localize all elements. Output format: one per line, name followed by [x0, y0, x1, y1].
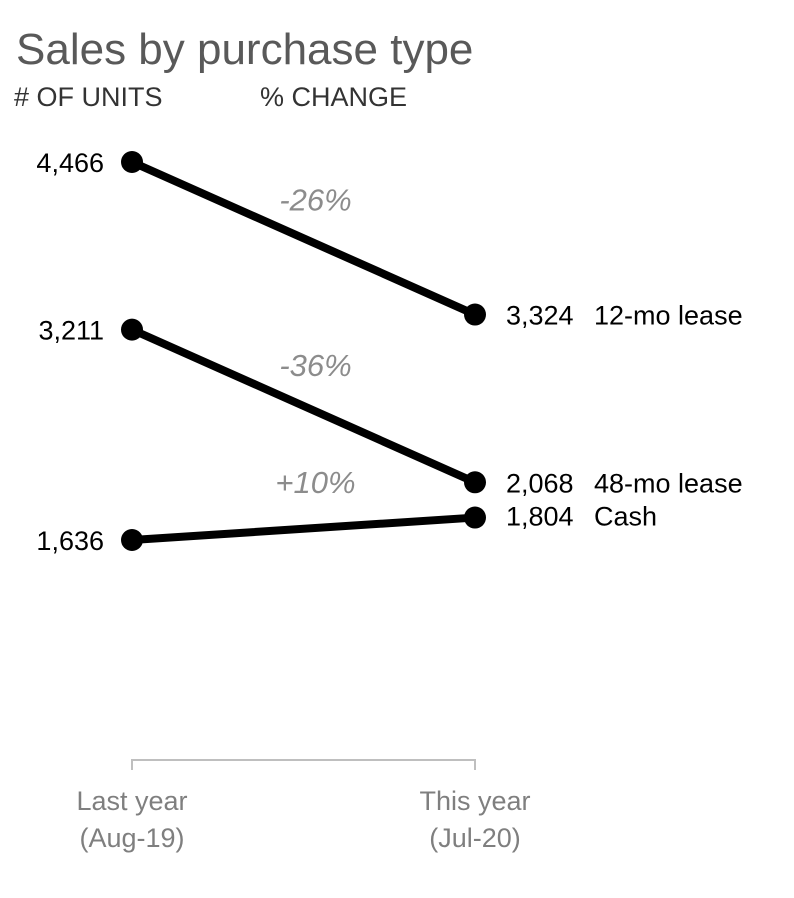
series-name-label-3: Cash [594, 502, 657, 532]
end-value-label-3: 1,804 [506, 502, 574, 532]
point-start-3 [121, 529, 143, 551]
start-value-label-1: 4,466 [36, 148, 104, 178]
point-start-2 [121, 318, 143, 341]
chart-title: Sales by purchase type [16, 25, 473, 74]
x-tick-label-2-line-2: (Jul-20) [429, 823, 521, 853]
change-label-2: -36% [279, 348, 351, 383]
series-name-label-2: 48-mo lease [594, 468, 743, 498]
x-tick-label-2-line-1: This year [419, 786, 530, 816]
change-header-label: % CHANGE [260, 82, 407, 112]
series-name-label-1: 12-mo lease [594, 301, 743, 331]
x-axis-labels: Last year (Aug-19) This year (Jul-20) [76, 786, 530, 853]
point-start-1 [121, 151, 143, 173]
point-end-3 [464, 506, 486, 529]
x-tick-label-1-line-2: (Aug-19) [79, 823, 184, 853]
end-value-label-2: 2,068 [506, 468, 574, 498]
series-line-1 [128, 158, 479, 319]
y-axis-label: # OF UNITS [14, 82, 163, 112]
change-label-3: +10% [275, 465, 355, 500]
x-axis-bracket [131, 759, 476, 770]
point-end-1 [464, 303, 486, 326]
series-line-2 [128, 325, 479, 487]
chart-marks: 4,466 3,324 12-mo lease -26% 3,211 2,068 48-mo… [36, 148, 742, 556]
end-value-label-1: 3,324 [506, 301, 574, 331]
series-line-3 [128, 513, 479, 544]
start-value-label-3: 1,636 [36, 526, 104, 556]
x-tick-label-1-line-1: Last year [76, 786, 187, 816]
start-value-label-2: 3,211 [38, 316, 104, 346]
point-end-2 [464, 471, 486, 494]
change-label-1: -26% [279, 182, 351, 217]
